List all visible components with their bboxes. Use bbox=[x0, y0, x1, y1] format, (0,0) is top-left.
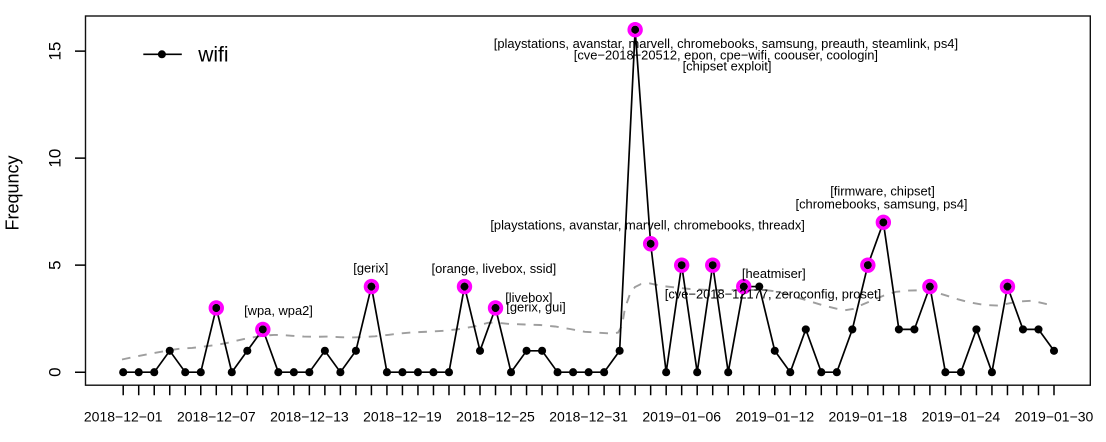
svg-text:[gerix]: [gerix] bbox=[353, 261, 388, 276]
svg-text:2018−12−19: 2018−12−19 bbox=[363, 409, 442, 425]
svg-text:2019−01−24: 2019−01−24 bbox=[922, 409, 1001, 425]
svg-text:15: 15 bbox=[45, 42, 64, 61]
svg-text:[cve−2018−20512, epon, cpe−wif: [cve−2018−20512, epon, cpe−wifi, coouser… bbox=[574, 47, 878, 62]
svg-text:2019−01−18: 2019−01−18 bbox=[828, 409, 907, 425]
svg-text:0: 0 bbox=[45, 367, 64, 376]
svg-text:[chromebooks, samsung, ps4]: [chromebooks, samsung, ps4] bbox=[796, 197, 968, 212]
svg-text:2019−01−30: 2019−01−30 bbox=[1015, 409, 1094, 425]
svg-text:2019−01−06: 2019−01−06 bbox=[642, 409, 721, 425]
svg-text:2019−01−12: 2019−01−12 bbox=[735, 409, 814, 425]
svg-text:[livebox]: [livebox] bbox=[505, 290, 552, 305]
svg-text:wifi: wifi bbox=[197, 44, 228, 67]
svg-text:10: 10 bbox=[45, 149, 64, 168]
svg-text:5: 5 bbox=[45, 260, 64, 269]
svg-text:[playstations, avanstar, marve: [playstations, avanstar, marvell, chrome… bbox=[490, 217, 805, 232]
svg-text:[firmware, chipset]: [firmware, chipset] bbox=[830, 183, 935, 198]
svg-text:[chipset exploit]: [chipset exploit] bbox=[683, 58, 772, 73]
svg-text:2018−12−31: 2018−12−31 bbox=[549, 409, 628, 425]
svg-text:[gerix, gui]: [gerix, gui] bbox=[506, 300, 565, 315]
svg-text:Frequncy: Frequncy bbox=[2, 155, 22, 230]
svg-text:2018−12−07: 2018−12−07 bbox=[177, 409, 256, 425]
svg-text:[playstations, avanstar, marve: [playstations, avanstar, marvell, chrome… bbox=[494, 36, 958, 51]
svg-text:2018−12−25: 2018−12−25 bbox=[456, 409, 535, 425]
svg-text:[cve−2018−12177, zeroconfig, p: [cve−2018−12177, zeroconfig, proset] bbox=[665, 286, 881, 301]
svg-text:2018−12−01: 2018−12−01 bbox=[84, 409, 163, 425]
svg-text:2018−12−13: 2018−12−13 bbox=[270, 409, 349, 425]
svg-text:[wpa, wpa2]: [wpa, wpa2] bbox=[244, 303, 313, 318]
svg-text:[heatmiser]: [heatmiser] bbox=[742, 266, 806, 281]
svg-text:[orange, livebox, ssid]: [orange, livebox, ssid] bbox=[432, 261, 557, 276]
